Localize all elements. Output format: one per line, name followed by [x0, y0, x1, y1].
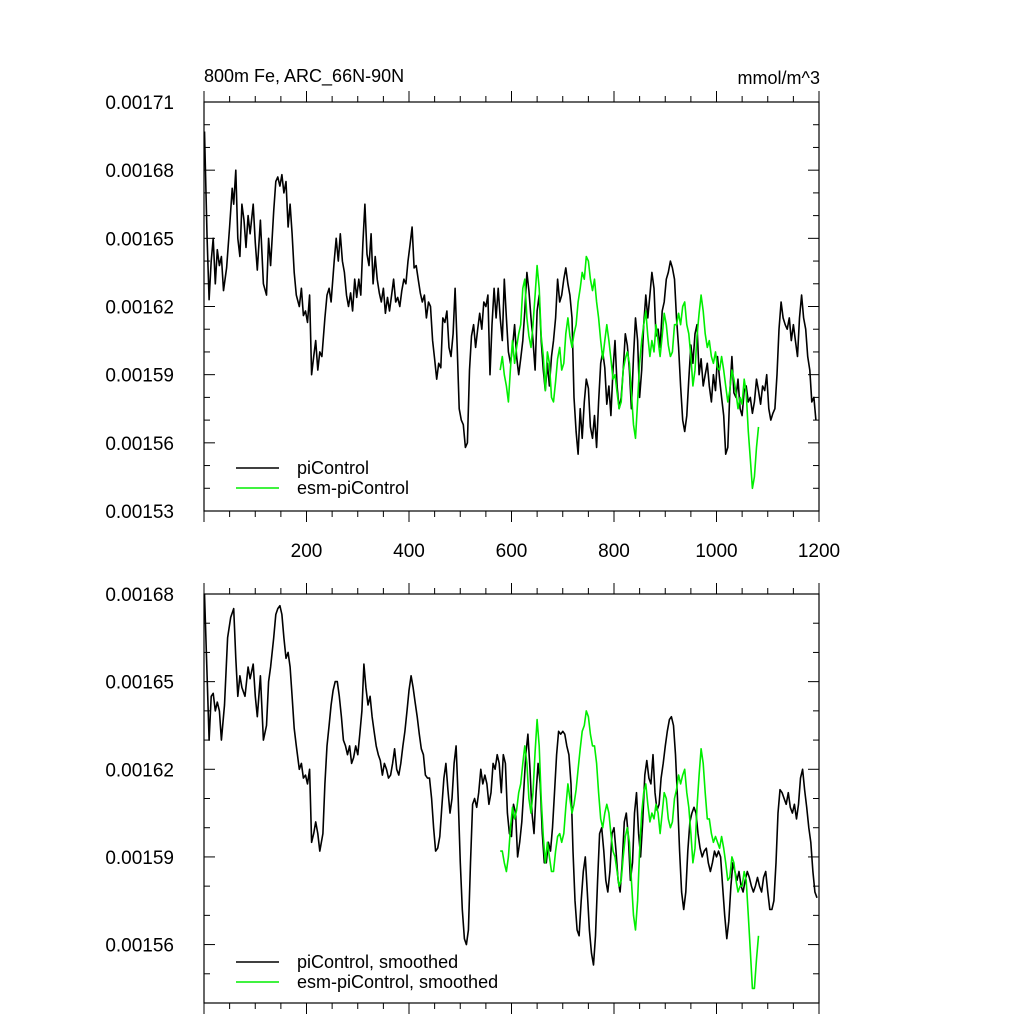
- units-label: mmol/m^3: [738, 68, 820, 88]
- series-line: [500, 710, 760, 990]
- legend-label: esm-piControl, smoothed: [297, 972, 498, 992]
- y-tick-label: 0.00168: [105, 585, 174, 606]
- y-tick-label: 0.00162: [105, 298, 174, 319]
- x-tick-label: 800: [598, 541, 630, 562]
- x-tick-label: 600: [496, 541, 528, 562]
- y-tick-label: 0.00162: [105, 760, 174, 781]
- legend-label: piControl: [297, 458, 369, 478]
- legend-label: piControl, smoothed: [297, 952, 458, 972]
- y-tick-label: 0.00168: [105, 161, 174, 182]
- x-tick-label: 1000: [695, 541, 737, 562]
- top-panel: 200 400 600 800 1000 1200 0.00153 0.00156 0.0015…: [105, 91, 840, 562]
- plot-frame: [203, 593, 820, 1004]
- chart-title: 800m Fe, ARC_66N-90N: [204, 66, 404, 87]
- y-tick-label: 0.00165: [105, 229, 174, 250]
- series-line: [499, 255, 760, 490]
- y-tick-label: 0.00159: [105, 848, 174, 869]
- series-line: [203, 593, 818, 966]
- y-tick-label: 0.00159: [105, 366, 174, 387]
- x-tick-label: 1200: [798, 541, 840, 562]
- y-tick-label: 0.00165: [105, 673, 174, 694]
- x-tick-label: 400: [393, 541, 425, 562]
- series-line: [203, 131, 817, 455]
- y-tick-label: 0.00156: [105, 936, 174, 957]
- bottom-panel: 0.00156 0.00159 0.00162 0.00165 0.00168 piCon…: [105, 583, 820, 1014]
- y-tick-label: 0.00171: [105, 93, 174, 114]
- x-tick-label: 200: [291, 541, 323, 562]
- y-tick-label: 0.00156: [105, 434, 174, 455]
- legend-label: esm-piControl: [297, 478, 409, 498]
- y-tick-label: 0.00153: [105, 502, 174, 523]
